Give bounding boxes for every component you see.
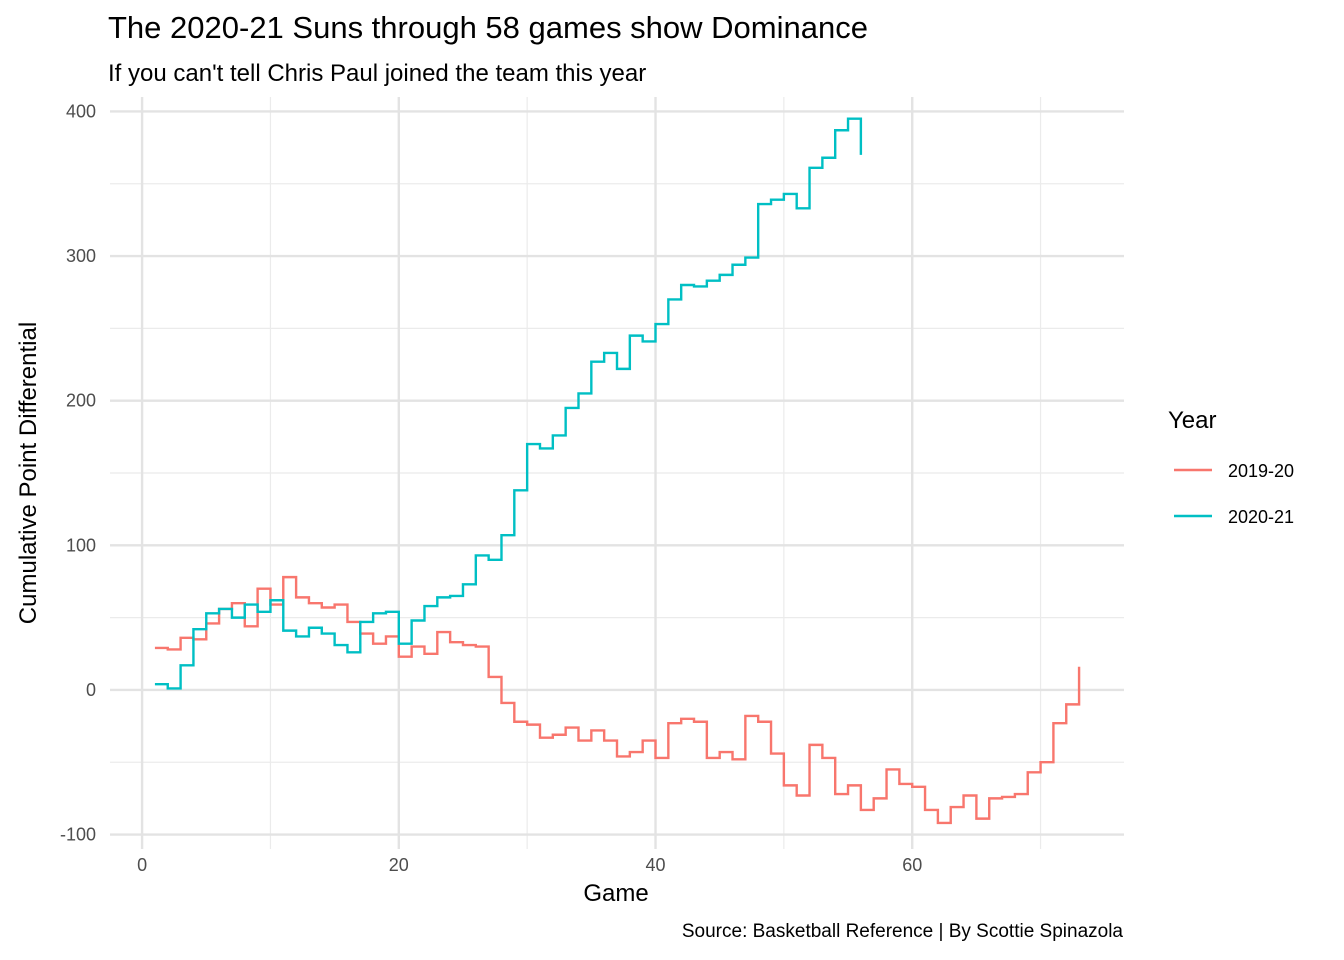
y-tick-label: 300 [66, 246, 96, 266]
chart-caption: Source: Basketball Reference | By Scotti… [681, 921, 1123, 942]
legend-title: Year [1168, 407, 1217, 434]
x-axis-title: Game [583, 880, 648, 907]
series-layer [154, 117, 1081, 825]
series-line-2019-20 [154, 575, 1081, 825]
y-tick-label: 100 [66, 535, 96, 555]
y-tick-label: 200 [66, 391, 96, 411]
legend: Year 2019-20 2020-21 [1168, 407, 1294, 527]
legend-label-2020-21: 2020-21 [1228, 507, 1294, 527]
y-tick-label: 0 [86, 680, 96, 700]
chart-subtitle: If you can't tell Chris Paul joined the … [108, 60, 647, 87]
x-tick-label: 0 [137, 855, 147, 875]
legend-label-2019-20: 2019-20 [1228, 461, 1294, 481]
y-axis-title: Cumulative Point Differential [15, 322, 42, 624]
chart-title: The 2020-21 Suns through 58 games show D… [108, 10, 868, 45]
tick-labels: 0 20 40 60 -100 0 100 200 300 400 [60, 101, 922, 875]
y-tick-label: -100 [60, 825, 96, 845]
x-tick-label: 40 [645, 855, 665, 875]
series-line-2020-21 [154, 117, 863, 690]
grid [110, 97, 1124, 849]
x-tick-label: 60 [902, 855, 922, 875]
y-tick-label: 400 [66, 101, 96, 121]
x-tick-label: 20 [389, 855, 409, 875]
